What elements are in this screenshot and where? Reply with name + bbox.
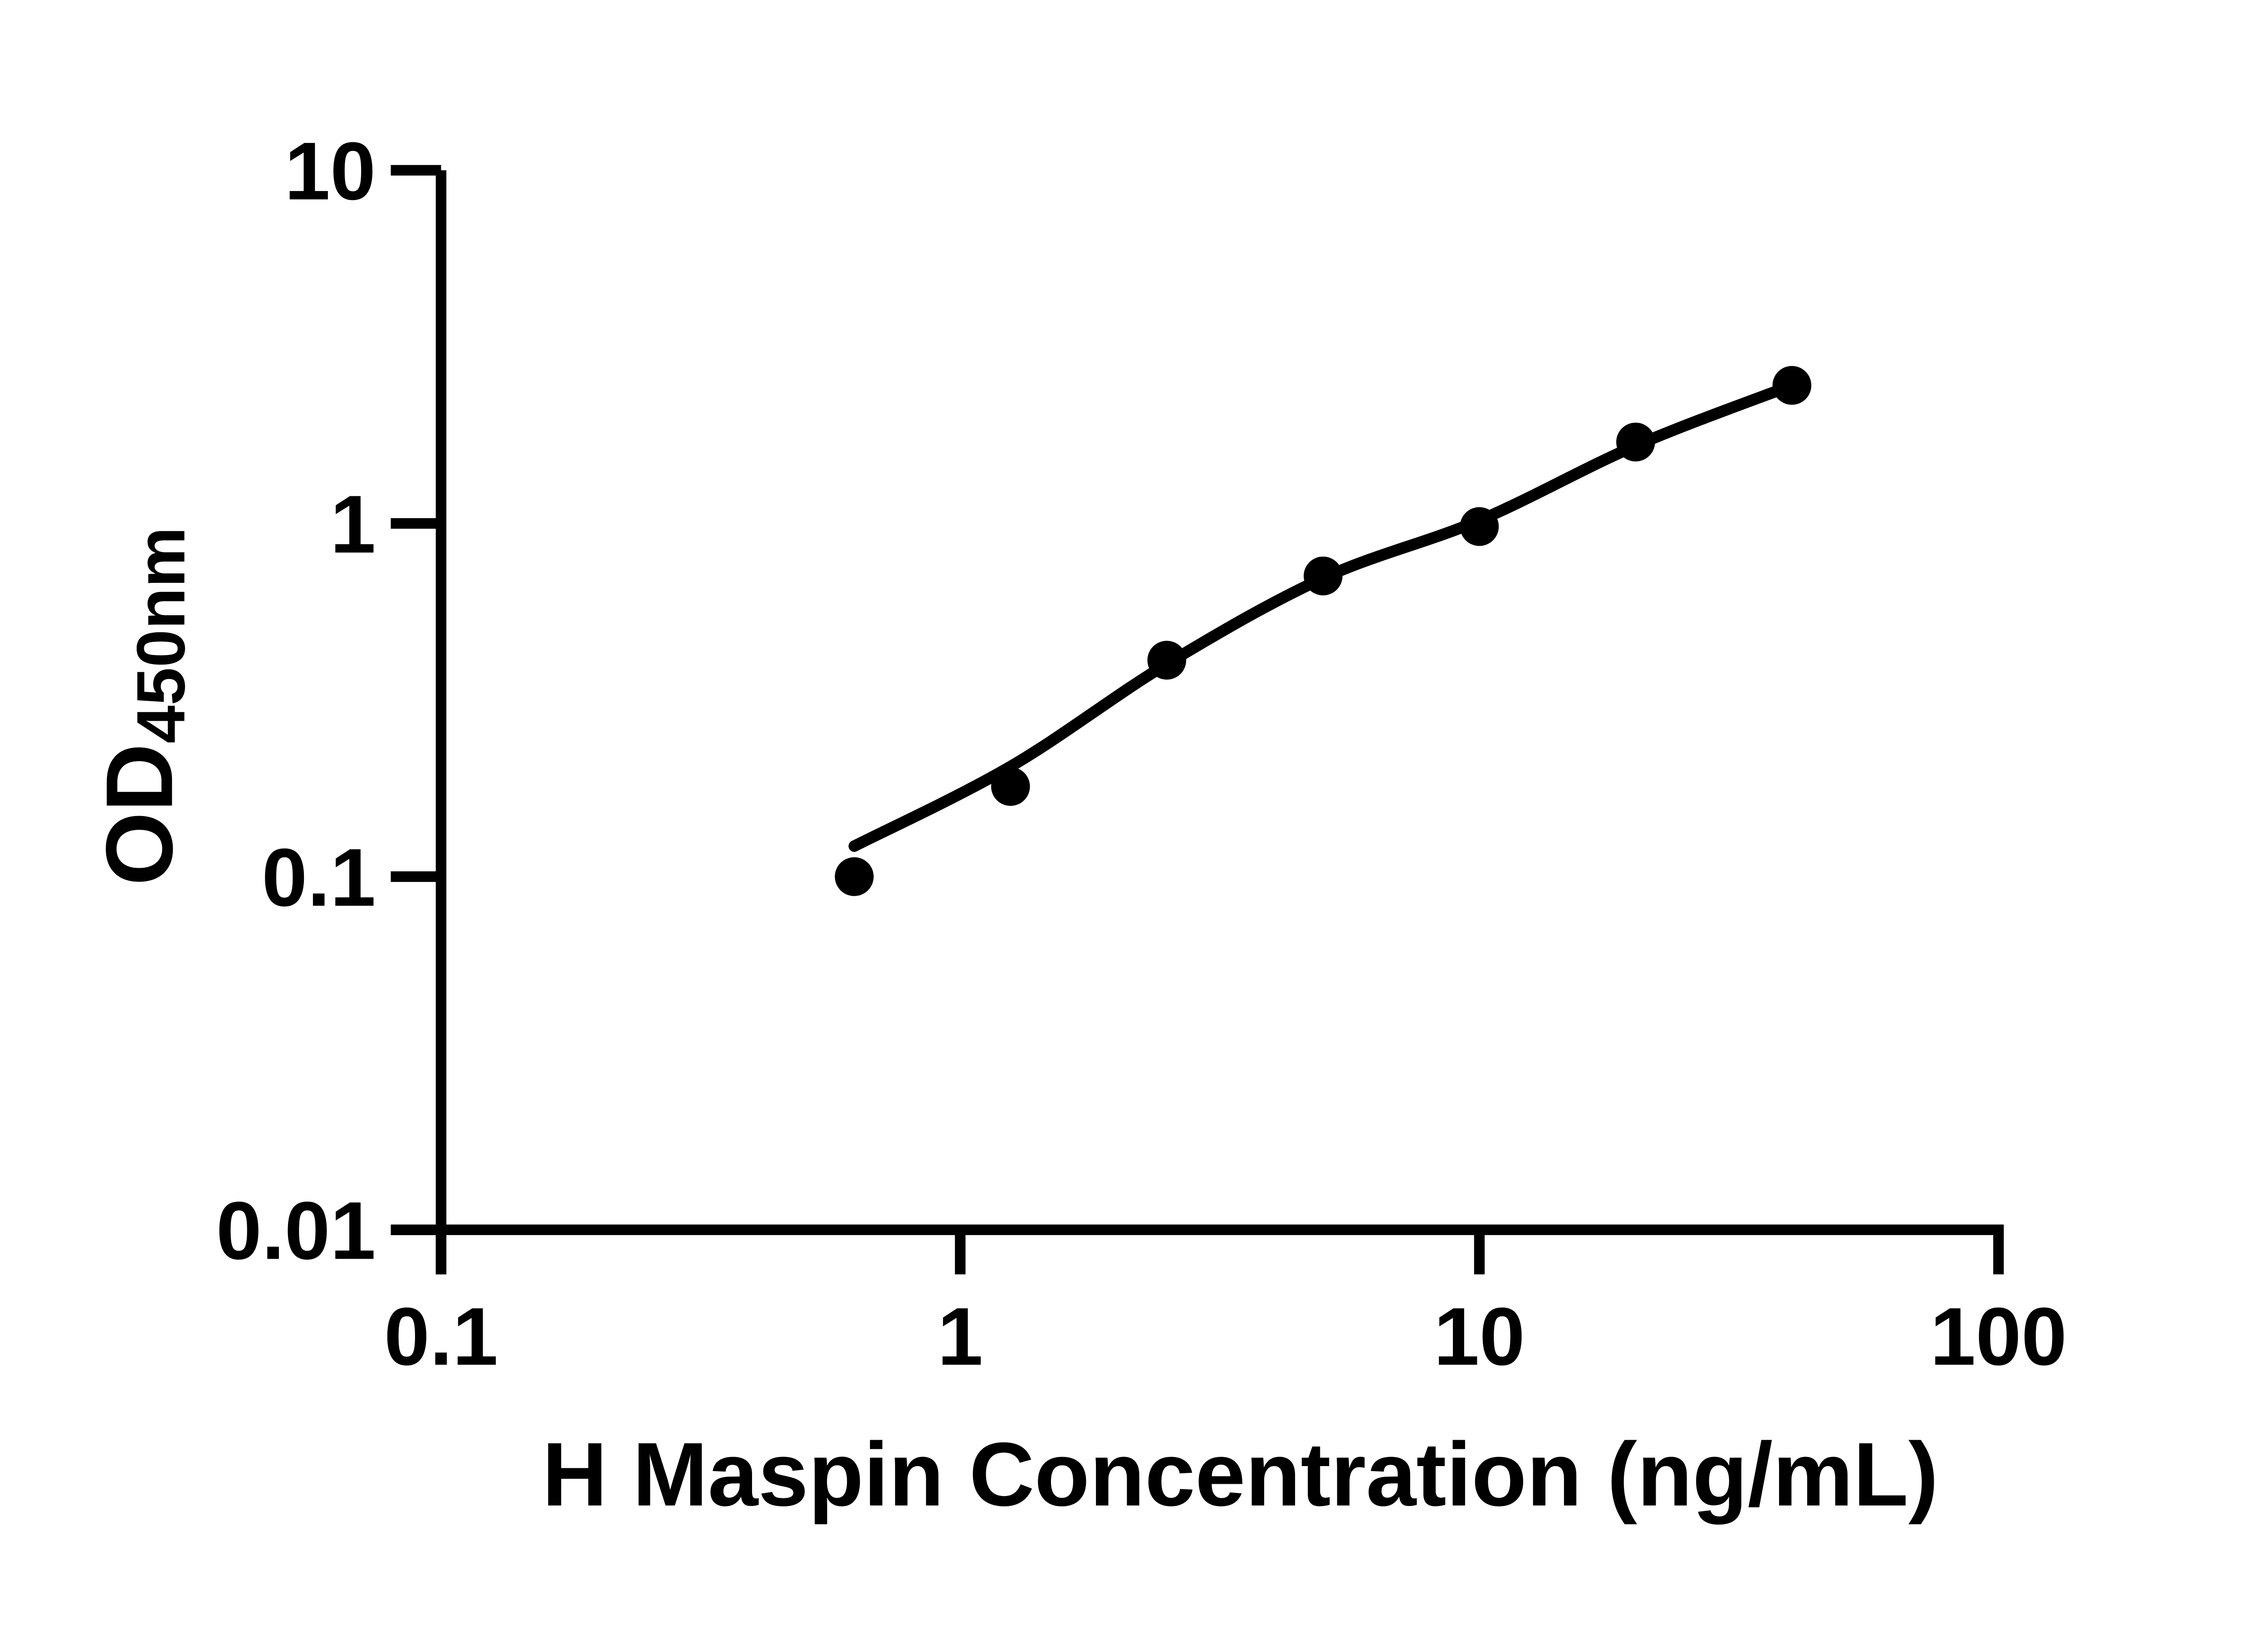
x-tick-label-1: 1 xyxy=(938,1291,983,1383)
x-axis-title: H Maspin Concentration (ng/mL) xyxy=(542,1424,1938,1525)
y-tick-label-1: 1 xyxy=(330,479,376,570)
data-point xyxy=(1304,556,1343,596)
y-axis-title: OD450nm xyxy=(87,527,199,885)
y-axis-title-main: OD xyxy=(87,743,192,886)
data-point xyxy=(835,857,874,896)
data-point xyxy=(1616,422,1655,462)
y-tick-label-0.1: 0.1 xyxy=(262,832,376,924)
data-point xyxy=(1460,507,1499,546)
data-point xyxy=(991,767,1030,806)
axes xyxy=(391,170,2004,1275)
x-tick-label-100: 100 xyxy=(1930,1291,2067,1383)
data-point xyxy=(1147,640,1187,680)
axis-ticks xyxy=(391,165,2004,1275)
data-point xyxy=(1772,366,1812,405)
x-tick-label-0.1: 0.1 xyxy=(384,1291,498,1383)
y-tick-label-10: 10 xyxy=(284,126,376,217)
data-series xyxy=(835,366,1812,896)
y-tick-label-0.01: 0.01 xyxy=(216,1185,376,1276)
y-axis-title-subscript: 450nm xyxy=(122,527,199,743)
x-tick-label-10: 10 xyxy=(1434,1291,1525,1383)
